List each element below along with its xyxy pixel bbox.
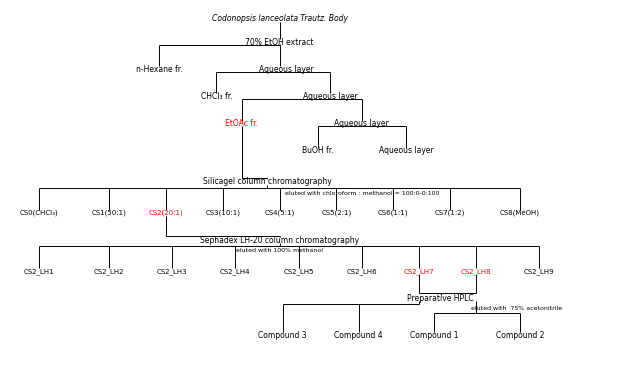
Text: BuOH fr.: BuOH fr. (302, 146, 333, 155)
Text: CHCl₃ fr.: CHCl₃ fr. (201, 92, 232, 101)
Text: Aqueous layer: Aqueous layer (303, 92, 358, 101)
Text: CS2_LH8: CS2_LH8 (460, 268, 491, 274)
Text: CS2_LH7: CS2_LH7 (403, 268, 434, 274)
Text: CS2_LH6: CS2_LH6 (347, 268, 377, 274)
Text: CS2_LH1: CS2_LH1 (24, 268, 55, 274)
Text: Compound 4: Compound 4 (334, 331, 383, 340)
Text: n-Hexane fr.: n-Hexane fr. (136, 65, 183, 74)
Text: Sephadex LH-20 column chromatography: Sephadex LH-20 column chromatography (200, 236, 359, 245)
Text: CS0(CHCl₃): CS0(CHCl₃) (20, 210, 58, 216)
Text: CS5(2:1): CS5(2:1) (321, 210, 352, 216)
Text: Silicagel column chromatography: Silicagel column chromatography (203, 178, 331, 187)
Text: Compound 2: Compound 2 (495, 331, 544, 340)
Text: Compound 3: Compound 3 (258, 331, 307, 340)
Text: CS6(1:1): CS6(1:1) (378, 210, 408, 216)
Text: Aqueous layer: Aqueous layer (378, 146, 433, 155)
Text: CS1(50:1): CS1(50:1) (91, 210, 126, 216)
Text: Preparative HPLC: Preparative HPLC (408, 294, 474, 303)
Text: Codonopsis lanceolata Trautz. Body: Codonopsis lanceolata Trautz. Body (211, 14, 347, 23)
Text: 70% EtOH extract: 70% EtOH extract (245, 38, 314, 47)
Text: Aqueous layer: Aqueous layer (258, 65, 313, 74)
Text: CS2(20:1): CS2(20:1) (149, 210, 183, 216)
Text: CS2_LH5: CS2_LH5 (283, 268, 314, 274)
Text: eluted with  75% acetonitrile: eluted with 75% acetonitrile (471, 307, 562, 311)
Text: eluted with chloroform : methanol = 100:0-0:100: eluted with chloroform : methanol = 100:… (284, 191, 439, 196)
Text: CS2_LH9: CS2_LH9 (523, 268, 554, 274)
Text: CS7(1:2): CS7(1:2) (435, 210, 465, 216)
Text: Compound 1: Compound 1 (410, 331, 458, 340)
Text: CS2_LH3: CS2_LH3 (157, 268, 187, 274)
Text: CS8(MeOH): CS8(MeOH) (500, 210, 540, 216)
Text: CS4(5:1): CS4(5:1) (264, 210, 295, 216)
Text: CS2_LH2: CS2_LH2 (93, 268, 124, 274)
Text: Aqueous layer: Aqueous layer (335, 119, 389, 128)
Text: CS2_LH4: CS2_LH4 (220, 268, 251, 274)
Text: EtOAc fr.: EtOAc fr. (225, 119, 258, 128)
Text: eluted with 100% methanol: eluted with 100% methanol (236, 248, 323, 253)
Text: CS3(10:1): CS3(10:1) (205, 210, 240, 216)
